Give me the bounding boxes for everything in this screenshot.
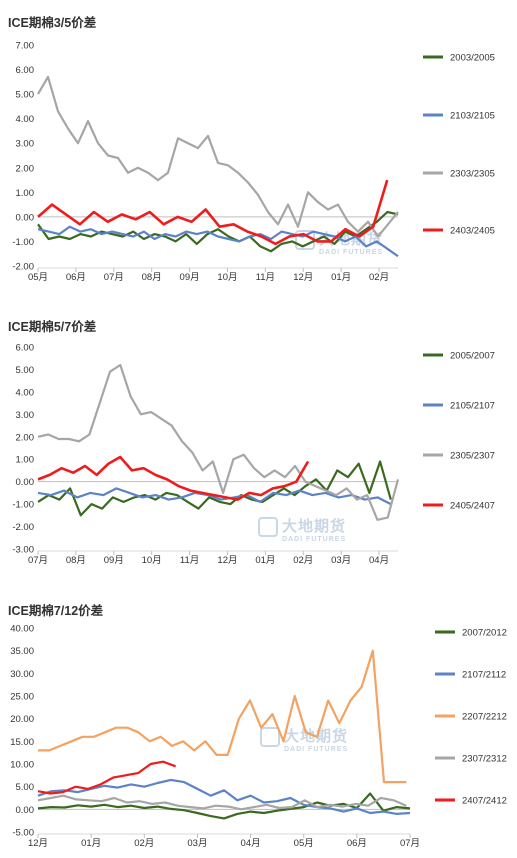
x-tick-label: 10月 — [217, 272, 237, 283]
x-tick-label: 08月 — [66, 555, 86, 566]
dadi-logo-icon — [258, 517, 278, 537]
watermark-subtext: DADI FUTURES — [284, 746, 349, 753]
legend-label: 2307/2312 — [462, 754, 507, 765]
x-tick-label: 10月 — [142, 555, 162, 566]
y-tick-label: 5.00 — [16, 365, 35, 376]
x-tick-label: 07月 — [104, 272, 124, 283]
legend-label: 2305/2307 — [450, 451, 495, 462]
y-tick-label: -1.00 — [12, 237, 34, 248]
chart-panel-1: ICE期棉3/5价差 大地期货 DADI FUTURES 7.00 6.00 5.0… — [0, 0, 517, 290]
series-line-2107-2112 — [37, 778, 411, 815]
y-tick-label: 15.00 — [10, 737, 34, 748]
series-line-2303-2305 — [37, 75, 399, 238]
x-tick-label: 02月 — [134, 838, 154, 849]
x-tick-label: 12月 — [28, 838, 48, 849]
y-tick-label: 0.00 — [16, 477, 35, 488]
chart-plot: 40.00 35.00 30.00 25.00 20.00 15.00 10.00 5.00 0… — [10, 624, 507, 850]
x-tick-label: 01月 — [255, 555, 275, 566]
y-tick-label: 35.00 — [10, 646, 34, 657]
watermark-subtext: DADI FUTURES — [282, 536, 347, 543]
y-tick-label: 4.00 — [16, 114, 35, 125]
y-tick-label: 2.00 — [16, 432, 35, 443]
chart-plot: 6.00 5.00 4.00 3.00 2.00 1.00 0.00 -1.00 -2.00 -3… — [12, 343, 495, 567]
x-tick-label: 04月 — [241, 838, 261, 849]
x-tick-label: 11月 — [256, 272, 275, 283]
chart-panel-3: ICE期棉7/12价差 大地期货 DADI FUTURES 40.00 35.00… — [0, 590, 517, 858]
watermark-text: 大地期货 — [282, 518, 347, 535]
y-tick-label: 10.00 — [10, 760, 34, 771]
legend-label: 2105/2107 — [450, 401, 495, 412]
legend-label: 2007/2012 — [462, 628, 507, 639]
x-tick-label: 07月 — [28, 555, 48, 566]
y-tick-label: 0.00 — [16, 212, 35, 223]
y-tick-label: 3.00 — [16, 139, 35, 150]
x-tick-label: 05月 — [294, 838, 314, 849]
y-tick-label: 6.00 — [16, 343, 35, 354]
x-tick-label: 08月 — [142, 272, 162, 283]
legend-label: 2407/2412 — [462, 796, 507, 807]
legend-label: 2403/2405 — [450, 226, 495, 237]
chart-panel-2: ICE期棉5/7价差 大地期货 DADI FUTURES 6.00 5.00 4.0… — [0, 300, 517, 590]
series-line-2403-2405 — [37, 179, 389, 246]
x-tick-label: 01月 — [331, 272, 351, 283]
y-tick-label: 3.00 — [16, 410, 35, 421]
y-tick-label: -1.00 — [12, 500, 34, 511]
y-tick-label: 30.00 — [10, 669, 34, 680]
x-tick-label: 12月 — [293, 272, 313, 283]
series-line-2105-2107 — [37, 487, 392, 506]
series-line-2005-2007 — [37, 460, 392, 517]
x-tick-label: 03月 — [187, 838, 207, 849]
x-tick-label: 12月 — [217, 555, 237, 566]
series-line-2407-2412 — [37, 760, 176, 795]
x-tick-label: 02月 — [293, 555, 313, 566]
y-tick-label: -2.00 — [12, 522, 34, 533]
series-line-2305-2307 — [37, 363, 400, 521]
x-tick-label: 09月 — [180, 272, 200, 283]
x-tick-label: 09月 — [104, 555, 124, 566]
y-tick-label: 40.00 — [10, 624, 34, 635]
y-tick-label: -2.00 — [12, 262, 34, 273]
x-tick-label: 07月 — [400, 838, 420, 849]
y-tick-label: 5.00 — [16, 782, 35, 793]
series-line-2207-2212 — [38, 649, 407, 784]
legend-label: 2107/2112 — [462, 670, 506, 681]
chart-title: ICE期棉3/5价差 — [8, 16, 97, 30]
x-tick-label: 06月 — [66, 272, 86, 283]
y-tick-label: 20.00 — [10, 714, 34, 725]
chart-title: ICE期棉7/12价差 — [8, 604, 104, 618]
y-tick-label: 1.00 — [16, 455, 35, 466]
x-tick-label: 04月 — [369, 555, 389, 566]
y-tick-label: 7.00 — [16, 41, 35, 52]
series-line-2307-2312 — [37, 794, 407, 811]
y-tick-label: 1.00 — [16, 188, 35, 199]
y-tick-label: 5.00 — [16, 90, 35, 101]
x-tick-label: 02月 — [369, 272, 389, 283]
x-tick-label: 06月 — [347, 838, 367, 849]
legend-label: 2005/2007 — [450, 351, 495, 362]
legend-label: 2003/2005 — [450, 53, 495, 64]
legend-label: 2303/2305 — [450, 169, 495, 180]
watermark: 大地期货 DADI FUTURES — [258, 515, 346, 543]
x-tick-label: 01月 — [81, 838, 101, 849]
y-tick-label: 2.00 — [16, 163, 35, 174]
series-line-2103-2105 — [37, 225, 399, 258]
y-tick-label: 4.00 — [16, 387, 35, 398]
legend-label: 2207/2212 — [462, 712, 507, 723]
chart-plot: 7.00 6.00 5.00 4.00 3.00 2.00 1.00 0.00 -1.00 -2.… — [12, 41, 495, 284]
series-line-2405-2407 — [37, 455, 310, 501]
y-tick-label: 0.00 — [16, 805, 35, 816]
x-tick-label: 11月 — [180, 555, 199, 566]
watermark-subtext: DADI FUTURES — [319, 249, 384, 256]
y-tick-label: 6.00 — [16, 65, 35, 76]
legend-label: 2103/2105 — [450, 111, 495, 122]
x-tick-label: 05月 — [28, 272, 48, 283]
dadi-logo-icon — [260, 727, 280, 747]
y-tick-label: -3.00 — [12, 545, 34, 556]
chart-title: ICE期棉5/7价差 — [8, 320, 97, 334]
x-tick-label: 03月 — [331, 555, 351, 566]
y-tick-label: -5.00 — [12, 828, 34, 839]
legend-label: 2405/2407 — [450, 501, 495, 512]
y-tick-label: 25.00 — [10, 692, 34, 703]
